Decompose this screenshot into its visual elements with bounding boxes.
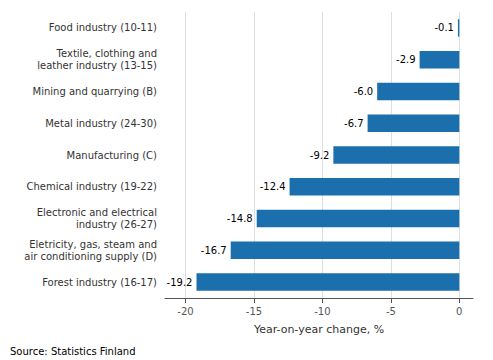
svg-text:Forest industry (16-17): Forest industry (16-17) bbox=[42, 277, 157, 288]
svg-text:-0.1: -0.1 bbox=[434, 22, 454, 33]
svg-text:-20: -20 bbox=[177, 306, 193, 317]
svg-text:-16.7: -16.7 bbox=[201, 245, 227, 256]
svg-text:-9.2: -9.2 bbox=[310, 150, 330, 161]
svg-text:industry (26-27): industry (26-27) bbox=[76, 219, 157, 230]
svg-text:-12.4: -12.4 bbox=[260, 181, 286, 192]
svg-text:Eletricity, gas, steam and: Eletricity, gas, steam and bbox=[29, 239, 157, 250]
svg-text:leather industry (13-15): leather industry (13-15) bbox=[37, 60, 157, 71]
svg-text:-2.9: -2.9 bbox=[396, 54, 416, 65]
svg-text:Electronic and electrical: Electronic and electrical bbox=[37, 207, 157, 218]
svg-text:air conditioning supply (D): air conditioning supply (D) bbox=[24, 251, 157, 262]
svg-text:Chemical industry (19-22): Chemical industry (19-22) bbox=[26, 181, 157, 192]
svg-text:-19.2: -19.2 bbox=[167, 277, 193, 288]
svg-text:Food industry (10-11): Food industry (10-11) bbox=[49, 22, 157, 33]
svg-text:Textile, clothing and: Textile, clothing and bbox=[56, 48, 157, 59]
svg-text:Source: Statistics Finland: Source: Statistics Finland bbox=[10, 346, 136, 357]
svg-text:Metal industry (24-30): Metal industry (24-30) bbox=[45, 118, 157, 129]
svg-text:Manufacturing (C): Manufacturing (C) bbox=[67, 150, 157, 161]
svg-text:-10: -10 bbox=[314, 306, 330, 317]
svg-text:0: 0 bbox=[456, 306, 462, 317]
svg-text:Year-on-year change, %: Year-on-year change, % bbox=[253, 323, 384, 336]
svg-text:-5: -5 bbox=[386, 306, 396, 317]
svg-text:-15: -15 bbox=[246, 306, 262, 317]
svg-text:-6.0: -6.0 bbox=[354, 86, 374, 97]
svg-text:-6.7: -6.7 bbox=[344, 118, 364, 129]
svg-text:Mining and quarrying (B): Mining and quarrying (B) bbox=[33, 86, 158, 97]
svg-text:-14.8: -14.8 bbox=[227, 213, 253, 224]
